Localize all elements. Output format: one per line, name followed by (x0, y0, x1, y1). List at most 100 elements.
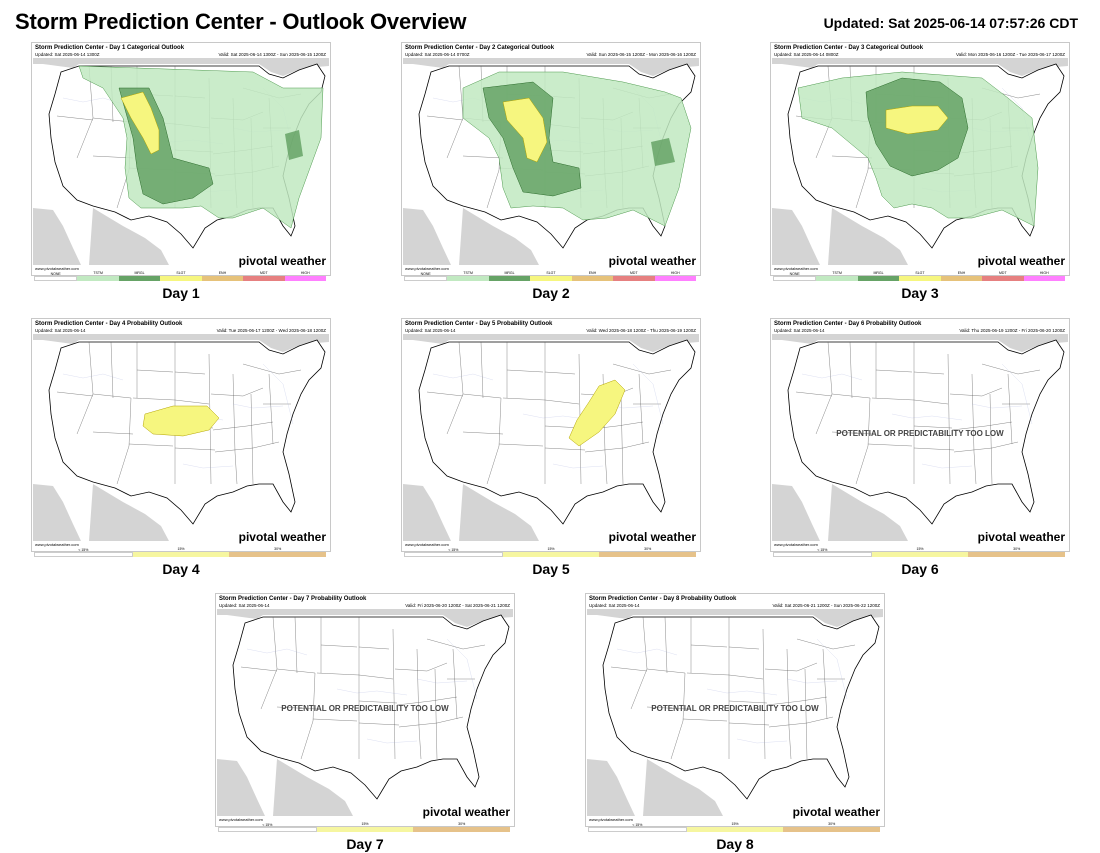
site-url: www.pivotalweather.com (405, 542, 449, 547)
legend-bar: < 15% 15% 30% (404, 547, 697, 557)
outlook-panel-day-4[interactable]: Storm Prediction Center - Day 4 Probabil… (31, 318, 331, 578)
brand-logo: pivotal weather (608, 530, 696, 544)
panel-updated: Updated: Sat 2025-06-14 0700Z (405, 52, 470, 57)
legend-tstm: TSTM (77, 271, 119, 281)
panel-title: Storm Prediction Center - Day 6 Probabil… (774, 321, 922, 327)
site-url: www.pivotalweather.com (774, 542, 818, 547)
panel-updated: Updated: Sat 2025-06-14 (589, 603, 640, 608)
outlook-panel-day-5[interactable]: Storm Prediction Center - Day 5 Probabil… (401, 318, 701, 578)
legend-bar: < 15% 15% 30% (218, 822, 511, 832)
outlook-map (33, 58, 329, 265)
legend-bar: < 15% 15% 30% (588, 822, 881, 832)
panel-title: Storm Prediction Center - Day 7 Probabil… (219, 596, 367, 602)
brand-logo: pivotal weather (238, 254, 326, 268)
panel-valid: Valid: Wed 2025-06-18 1200Z - Thu 2025-0… (586, 328, 696, 333)
map-frame: Storm Prediction Center - Day 8 Probabil… (585, 593, 885, 827)
site-url: www.pivotalweather.com (405, 266, 449, 271)
site-url: www.pivotalweather.com (589, 817, 633, 822)
legend-lt15: < 15% (588, 823, 687, 832)
legend-30: 30% (229, 547, 327, 557)
slgt-area (885, 105, 949, 135)
legend-bar: < 15% 15% 30% (773, 547, 1066, 557)
panel-updated: Updated: Sat 2025-06-14 (35, 328, 86, 333)
site-url: www.pivotalweather.com (35, 542, 79, 547)
legend-lt15: < 15% (404, 548, 503, 557)
legend-mdt: MDT (243, 271, 285, 281)
legend-15: 15% (316, 822, 414, 832)
day-label: Day 5 (532, 561, 570, 577)
panel-valid: Valid: Mon 2025-06-16 1200Z - Tue 2025-0… (956, 52, 1065, 57)
day-label: Day 1 (162, 285, 200, 301)
legend-15: 15% (871, 547, 969, 557)
low-predictability-notice: POTENTIAL OR PREDICTABILITY TOO LOW (651, 704, 819, 713)
panel-valid: Valid: Sat 2025-06-14 1300Z - Sun 2025-0… (218, 52, 327, 57)
mrgl-area-east (285, 130, 303, 160)
slgt-area (502, 97, 548, 163)
legend-15: 15% (502, 547, 600, 557)
brand-logo: pivotal weather (238, 530, 326, 544)
brand-logo: pivotal weather (608, 254, 696, 268)
outlook-panel-day-6[interactable]: Storm Prediction Center - Day 6 Probabil… (770, 318, 1070, 578)
prob15-area (568, 379, 626, 447)
legend-tstm: TSTM (447, 271, 489, 281)
day-label: Day 4 (162, 561, 200, 577)
panel-title: Storm Prediction Center - Day 2 Categori… (405, 45, 555, 51)
legend-bar: < 15% 15% 30% (34, 547, 327, 557)
slgt-area (120, 91, 160, 155)
panel-valid: Valid: Tue 2025-06-17 1200Z - Wed 2025-0… (216, 328, 326, 333)
legend-30: 30% (783, 822, 881, 832)
legend-slgt: SLGT (160, 271, 202, 281)
legend-bar: NONE TSTM MRGL SLGT ENH MDT HIGH (773, 271, 1065, 281)
panel-title: Storm Prediction Center - Day 8 Probabil… (589, 596, 737, 602)
legend-15: 15% (686, 822, 784, 832)
day-label: Day 8 (716, 836, 754, 852)
legend-lt15: < 15% (773, 548, 872, 557)
day-label: Day 2 (532, 285, 570, 301)
legend-mdt: MDT (982, 271, 1024, 281)
legend-30: 30% (413, 822, 511, 832)
outlook-panel-day-7[interactable]: Storm Prediction Center - Day 7 Probabil… (215, 593, 515, 853)
site-url: www.pivotalweather.com (774, 266, 818, 271)
map-frame: Storm Prediction Center - Day 6 Probabil… (770, 318, 1070, 552)
legend-mdt: MDT (613, 271, 655, 281)
site-url: www.pivotalweather.com (219, 817, 263, 822)
outlook-panel-day-2[interactable]: Storm Prediction Center - Day 2 Categori… (401, 42, 701, 302)
legend-none: NONE (773, 272, 817, 281)
legend-lt15: < 15% (218, 823, 317, 832)
prob15-area (142, 405, 220, 437)
panel-title: Storm Prediction Center - Day 3 Categori… (774, 45, 924, 51)
legend-enh: ENH (940, 271, 983, 281)
panel-valid: Valid: Sat 2025-06-21 1200Z - Sun 2025-0… (772, 603, 881, 608)
brand-logo: pivotal weather (977, 530, 1065, 544)
panel-title: Storm Prediction Center - Day 5 Probabil… (405, 321, 553, 327)
outlook-panel-day-1[interactable]: Storm Prediction Center - Day 1 Categori… (31, 42, 331, 302)
legend-enh: ENH (201, 271, 244, 281)
outlook-map (772, 58, 1068, 265)
updated-timestamp: Updated: Sat 2025-06-14 07:57:26 CDT (823, 15, 1078, 31)
day-label: Day 3 (901, 285, 939, 301)
panel-title: Storm Prediction Center - Day 4 Probabil… (35, 321, 183, 327)
legend-none: NONE (34, 272, 78, 281)
map-frame: Storm Prediction Center - Day 3 Categori… (770, 42, 1070, 276)
panel-updated: Updated: Sat 2025-06-14 (219, 603, 270, 608)
panel-updated: Updated: Sat 2025-06-14 (405, 328, 456, 333)
legend-mrgl: MRGL (488, 271, 531, 281)
panel-title: Storm Prediction Center - Day 1 Categori… (35, 45, 185, 51)
mrgl-area-east (651, 138, 675, 166)
legend-tstm: TSTM (816, 271, 858, 281)
panel-valid: Valid: Thu 2025-06-19 1200Z - Fri 2025-0… (959, 328, 1065, 333)
site-url: www.pivotalweather.com (35, 266, 79, 271)
outlook-map (33, 334, 329, 541)
legend-30: 30% (599, 547, 697, 557)
outlook-map (403, 334, 699, 541)
outlook-panel-day-8[interactable]: Storm Prediction Center - Day 8 Probabil… (585, 593, 885, 853)
panel-updated: Updated: Sat 2025-06-14 (774, 328, 825, 333)
map-frame: Storm Prediction Center - Day 5 Probabil… (401, 318, 701, 552)
page-title: Storm Prediction Center - Outlook Overvi… (15, 9, 467, 34)
legend-slgt: SLGT (530, 271, 572, 281)
panel-valid: Valid: Fri 2025-06-20 1200Z - Sat 2025-0… (405, 603, 510, 608)
legend-mrgl: MRGL (857, 271, 900, 281)
legend-none: NONE (404, 272, 448, 281)
legend-bar: NONE TSTM MRGL SLGT ENH MDT HIGH (34, 271, 326, 281)
outlook-panel-day-3[interactable]: Storm Prediction Center - Day 3 Categori… (770, 42, 1070, 302)
